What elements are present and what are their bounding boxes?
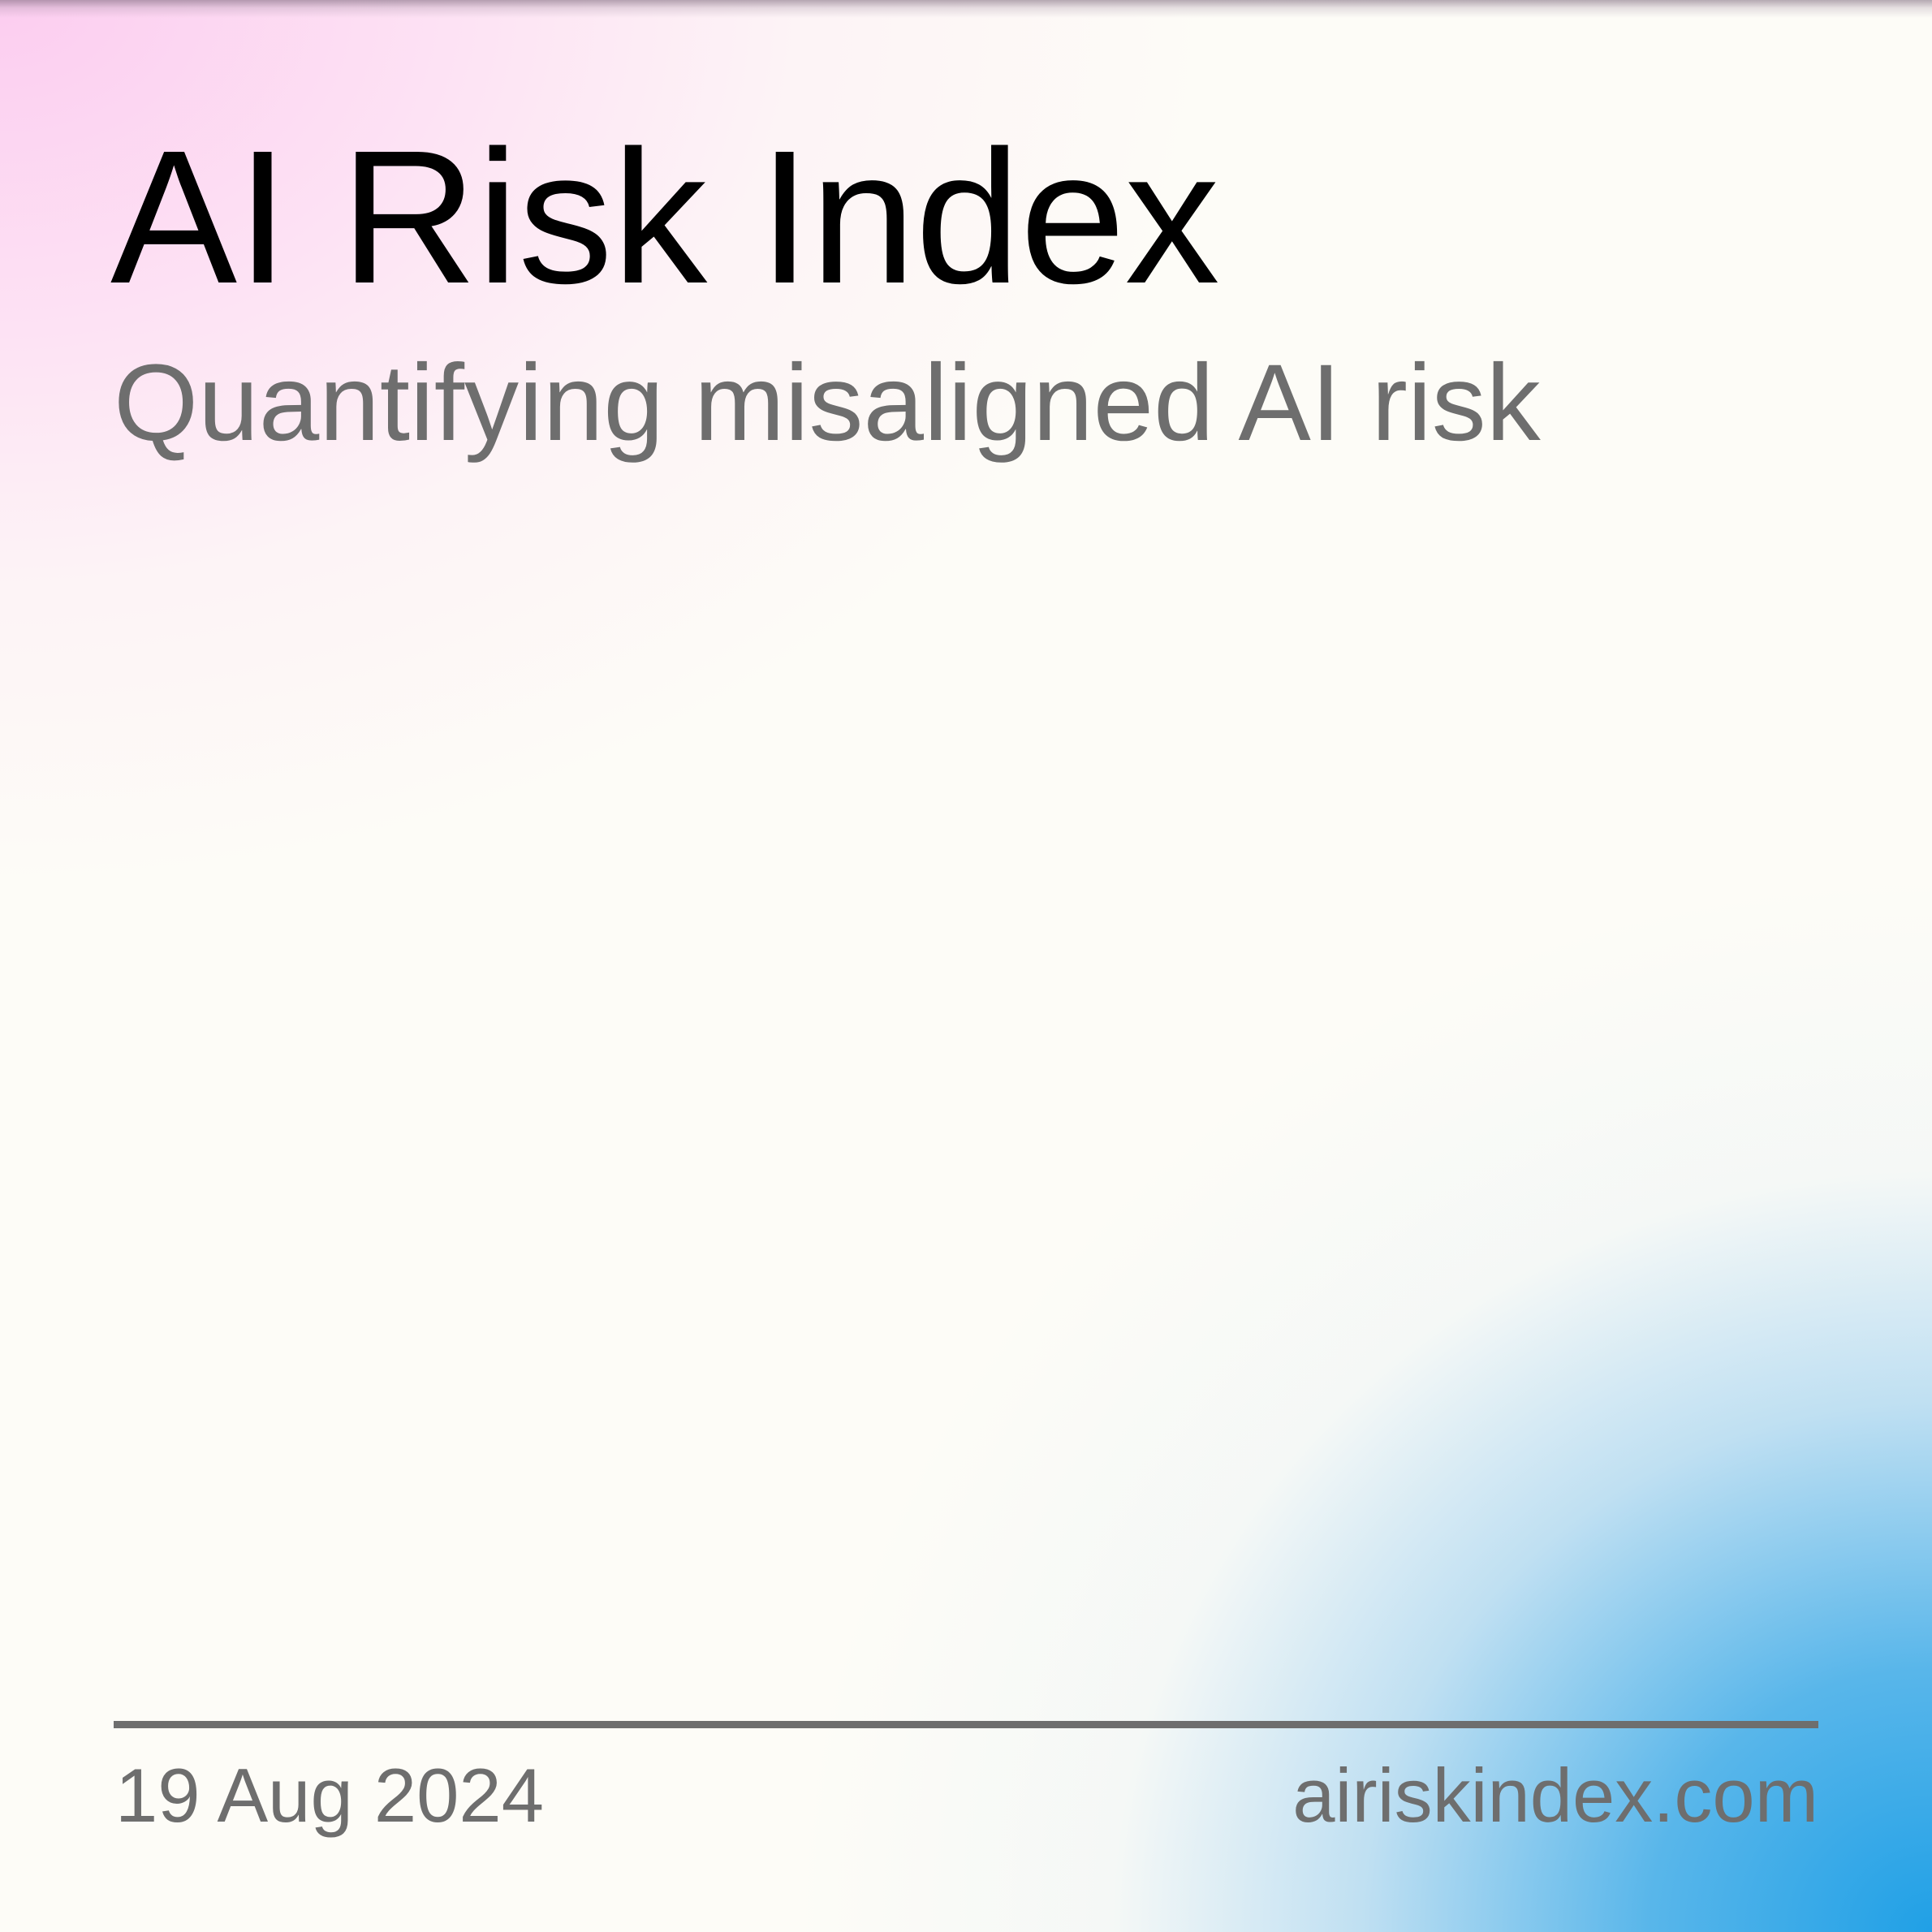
footer-date: 19 Aug 2024	[115, 1753, 544, 1838]
footer-divider	[114, 1721, 1818, 1728]
footer-website-link[interactable]: airiskindex.com	[1292, 1753, 1818, 1838]
top-edge-shadow	[0, 0, 1932, 18]
page-subtitle: Quantifying misaligned AI risk	[114, 343, 1541, 464]
page-title: AI Risk Index	[110, 110, 1220, 323]
